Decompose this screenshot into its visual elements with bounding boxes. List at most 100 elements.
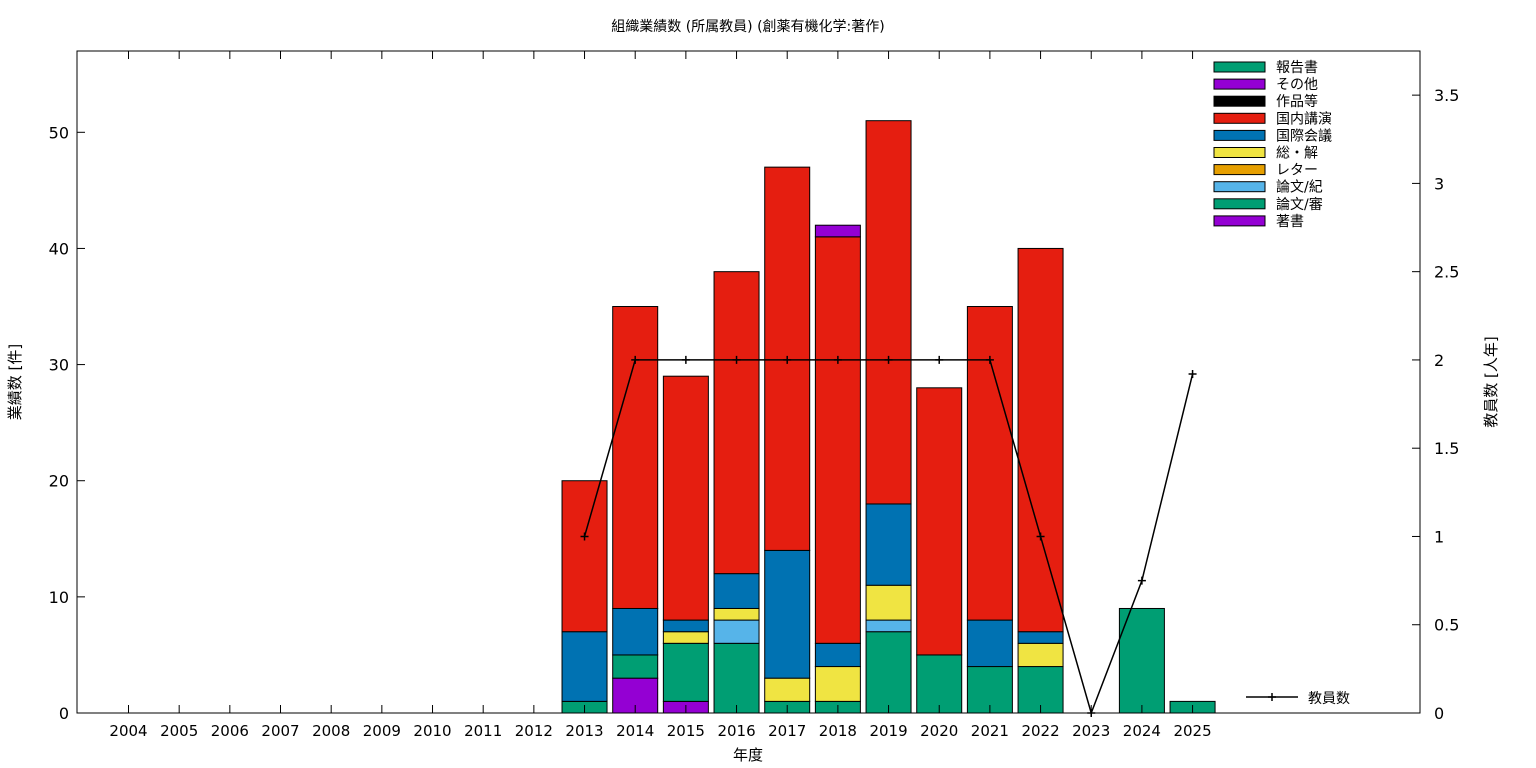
x-tick-label: 2013 — [565, 722, 603, 740]
x-tick-label: 2022 — [1021, 722, 1059, 740]
legend-swatch — [1213, 164, 1266, 176]
x-tick-label: 2007 — [261, 722, 299, 740]
x-tick-label: 2018 — [819, 722, 857, 740]
bar-segment — [764, 677, 811, 702]
y-tick-label: 40 — [49, 239, 69, 258]
bar-segment — [916, 654, 963, 714]
bar-segment — [1118, 607, 1165, 714]
y2-tick-label: 1 — [1434, 527, 1444, 546]
legend-label: レター — [1276, 163, 1318, 179]
legend-swatch — [1213, 112, 1266, 124]
x-tick-label: 2020 — [920, 722, 958, 740]
bar-segment — [1017, 631, 1064, 644]
bar-segment — [865, 584, 912, 621]
line-point — [884, 355, 893, 364]
line-point — [1188, 370, 1197, 379]
x-tick-label: 2014 — [616, 722, 654, 740]
chart-title: 組織業績数 (所属教員) (創薬有機化学:著作) — [611, 19, 884, 35]
legend-line-marker — [1268, 693, 1276, 701]
bar-segment — [865, 503, 912, 586]
teacher-count-line — [580, 355, 1197, 717]
y2-tick-label: 3 — [1434, 174, 1444, 193]
line-point — [1137, 576, 1146, 585]
legend-label: 総・解 — [1276, 146, 1318, 162]
y2-tick-label: 1.5 — [1434, 439, 1459, 458]
x-tick-label: 2005 — [160, 722, 198, 740]
bar-segment — [612, 306, 659, 609]
line-point — [833, 355, 842, 364]
bar-segment — [814, 224, 861, 238]
legend-label: 国内講演 — [1276, 111, 1332, 127]
y-tick-label: 50 — [49, 123, 69, 142]
bar-segment — [713, 619, 760, 644]
y2-tick-label: 2.5 — [1434, 263, 1459, 282]
bar-segment — [1017, 247, 1064, 633]
y-tick-label: 10 — [49, 588, 69, 607]
y2-tick-label: 0 — [1434, 704, 1444, 723]
bar-segment — [814, 642, 861, 668]
legend-swatch — [1213, 215, 1266, 227]
x-tick-label: 2012 — [515, 722, 553, 740]
line-point — [783, 355, 792, 364]
bar-segment — [662, 631, 709, 644]
y-axis-title: 業績数 [件] — [6, 344, 24, 420]
line-point — [1036, 532, 1045, 541]
bar-segment — [713, 271, 760, 575]
x-tick-label: 2004 — [109, 722, 147, 740]
x-tick-label: 2015 — [667, 722, 705, 740]
bar-segment — [865, 619, 912, 633]
x-axis-title: 年度 — [733, 746, 763, 764]
y-tick-label: 0 — [59, 704, 69, 723]
line-point — [985, 355, 994, 364]
x-tick-label: 2025 — [1173, 722, 1211, 740]
bar-segment — [764, 549, 811, 679]
legend-label: 報告書 — [1276, 60, 1318, 76]
y2-tick-label: 3.5 — [1434, 86, 1459, 105]
legend-label: 論文/審 — [1276, 197, 1323, 213]
bar-segment — [713, 573, 760, 609]
line-point — [681, 355, 690, 364]
legend-swatch — [1213, 198, 1266, 210]
x-tick-label: 2021 — [971, 722, 1009, 740]
bar-segment — [662, 619, 709, 633]
bar-segment — [814, 666, 861, 702]
x-tick-label: 2008 — [312, 722, 350, 740]
y-tick-label: 30 — [49, 356, 69, 375]
bar-segment — [612, 607, 659, 656]
y-tick-label: 20 — [49, 472, 69, 491]
y2-tick-label: 2 — [1434, 351, 1444, 370]
plot-frame — [76, 50, 1421, 714]
x-tick-label: 2019 — [869, 722, 907, 740]
bar-segment — [662, 642, 709, 702]
bar-segment — [612, 654, 659, 679]
legend-swatch — [1213, 181, 1266, 193]
bars — [561, 120, 1216, 714]
bar-segment — [814, 236, 861, 644]
bar-segment — [1017, 642, 1064, 668]
bar-segment — [713, 642, 760, 714]
legend-swatch — [1213, 95, 1266, 107]
line-point — [935, 355, 944, 364]
legend-swatch — [1213, 129, 1266, 141]
x-tick-label: 2017 — [768, 722, 806, 740]
ticks: 0 10 20 30 40 50 0 0.5 1 1.5 2 2.5 3 3.5 2004 2005 2006 2… — [49, 51, 1459, 740]
x-tick-label: 2023 — [1072, 722, 1110, 740]
x-tick-label: 2024 — [1123, 722, 1161, 740]
x-tick-label: 2006 — [211, 722, 249, 740]
legend-label: その他 — [1276, 77, 1318, 93]
bar-segment — [865, 120, 912, 505]
legend-label: 論文/紀 — [1276, 180, 1323, 196]
bar-segment — [966, 306, 1013, 621]
bar-segment — [662, 375, 709, 621]
legend-label: 作品等 — [1276, 93, 1318, 110]
y2-axis-title: 教員数 [人年] — [1482, 336, 1500, 427]
bar-segment — [916, 387, 963, 656]
legend-label: 著書 — [1276, 214, 1304, 230]
legend-label: 国際会議 — [1276, 127, 1332, 144]
legend-line-label: 教員数 — [1308, 691, 1350, 707]
x-tick-label: 2011 — [464, 722, 502, 740]
bar-segment — [966, 619, 1013, 668]
x-tick-label: 2016 — [717, 722, 755, 740]
